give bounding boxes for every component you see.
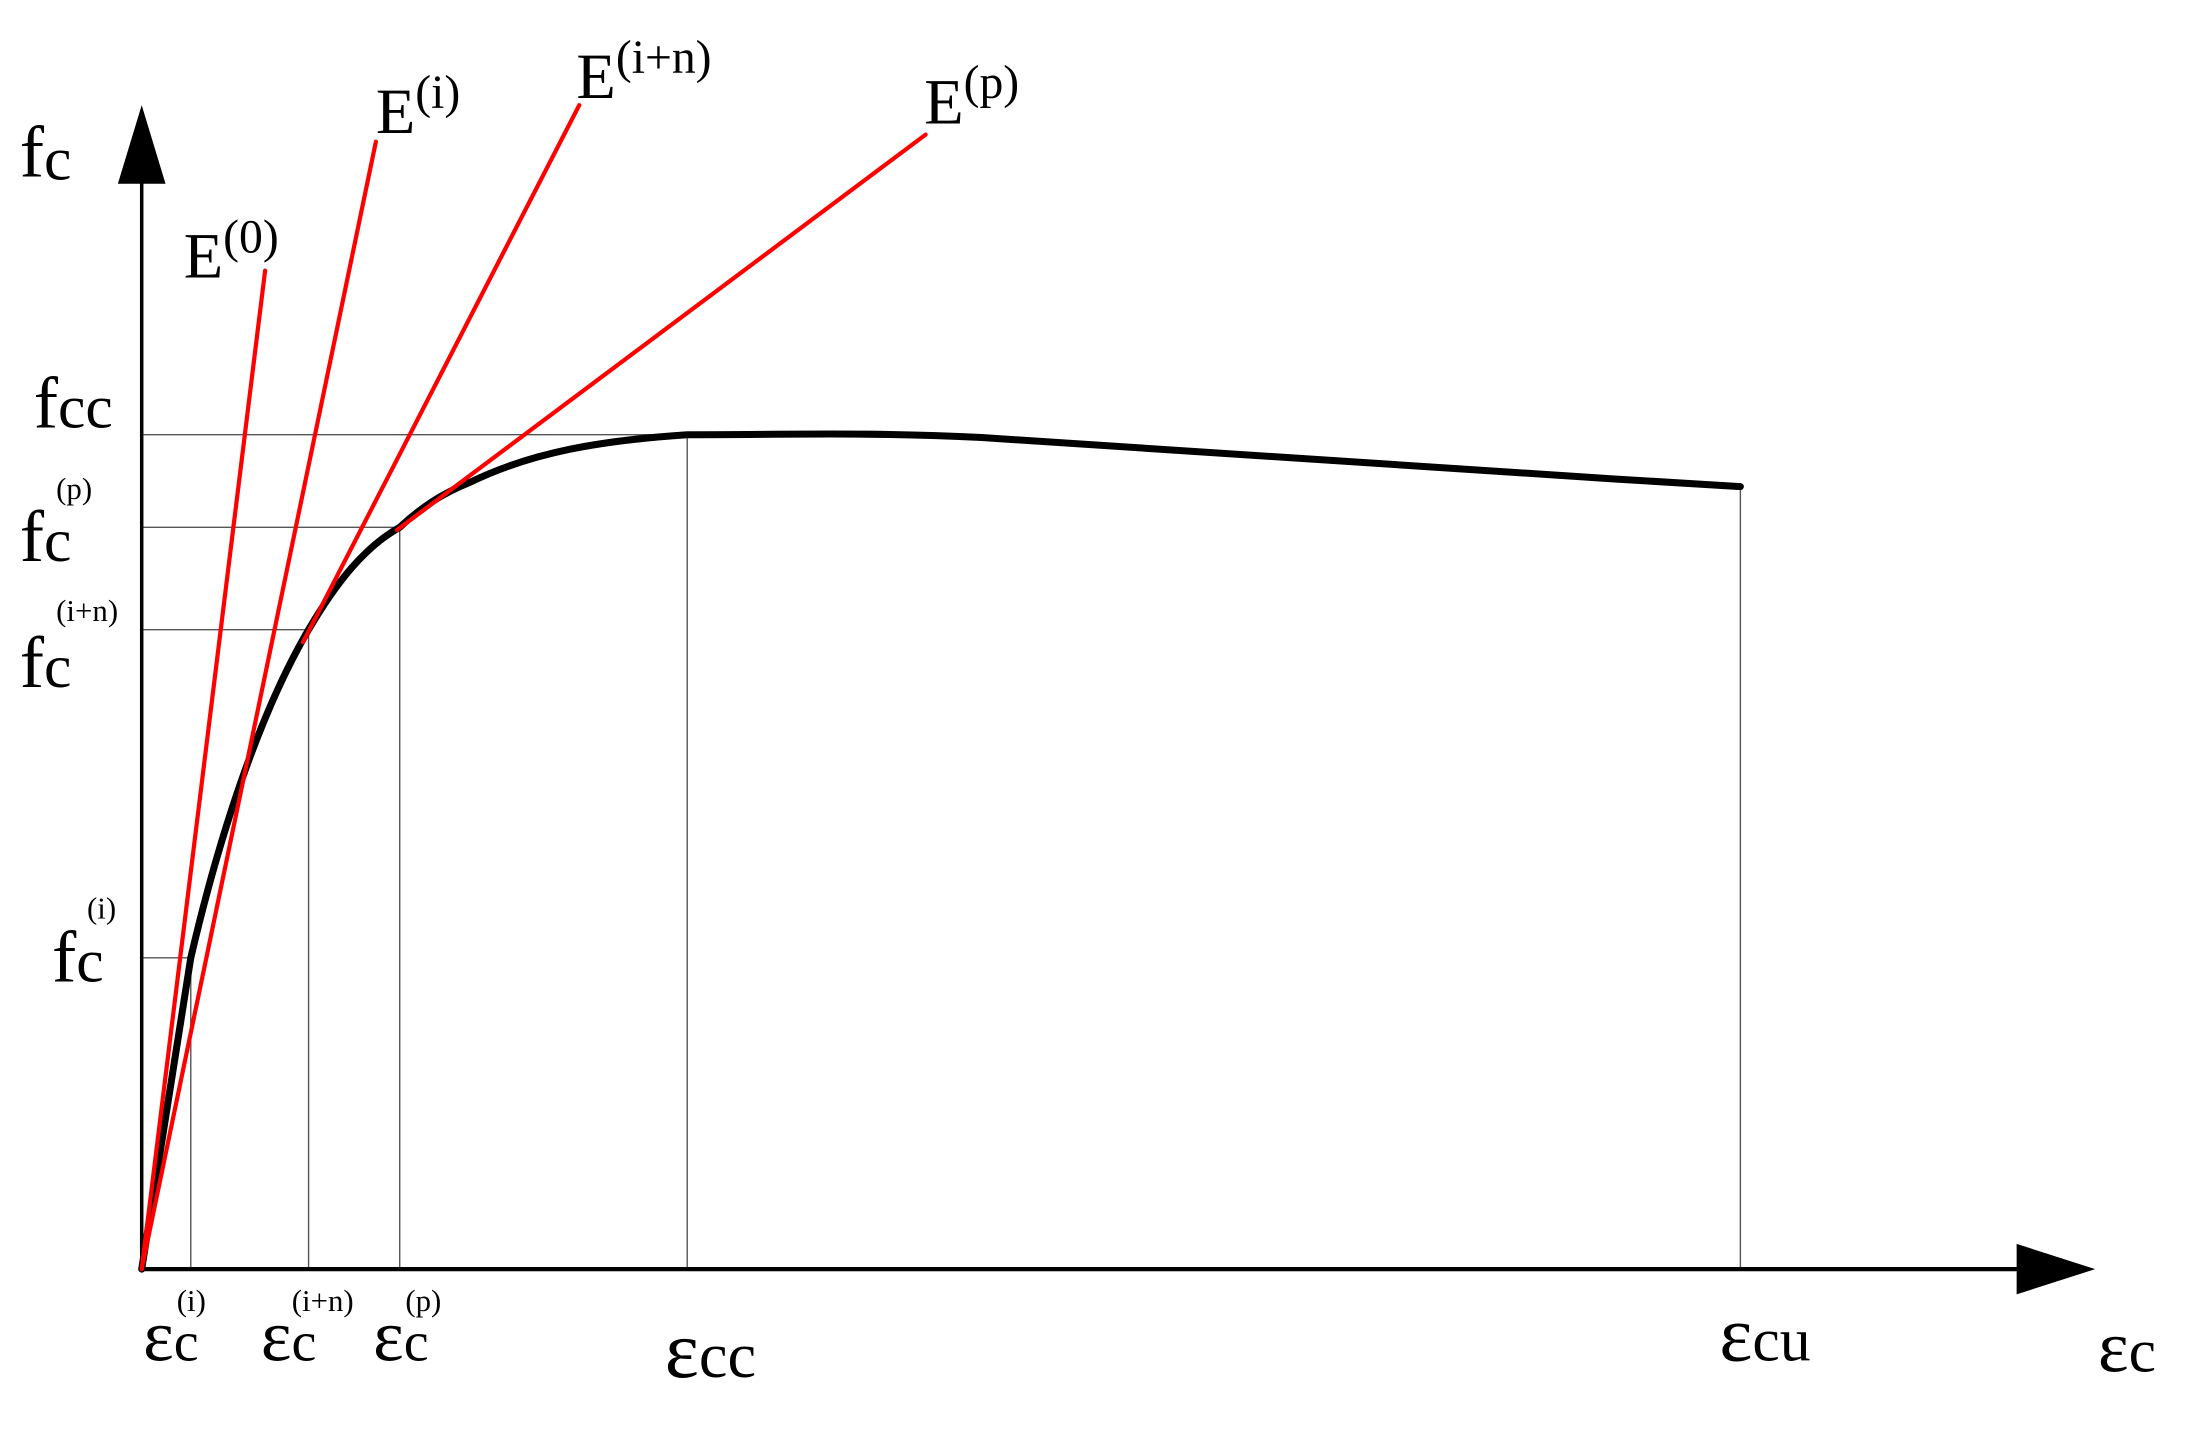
x-axis-arrow-icon [2016,1243,2096,1295]
label-fc-i-sup: (i) [87,892,116,926]
label-eps-cc: εcc [665,1305,756,1395]
tangent-Ei [139,139,378,1272]
label-E0: E(0) [184,211,279,291]
label-fc-i-n: fc [20,622,72,703]
label-eps-i: εc [143,1295,199,1376]
label-Ei-n: E(i+n) [576,32,711,112]
guide-lines [141,434,1742,1270]
label-eps-i-sup: (i) [177,1284,206,1318]
label-fcc: fcc [34,363,113,444]
label-eps-i-n-sup: (i+n) [292,1284,354,1318]
x-axis-label: εc [2098,1306,2156,1387]
label-eps-cu: εcu [1719,1290,1810,1377]
label-Ei: E(i) [376,67,460,147]
label-Ep: E(p) [924,57,1019,137]
tangent-Ep [394,132,928,533]
tangent-Ei-n [300,103,582,645]
y-axis-arrow-icon [117,105,166,184]
label-eps-p: εc [373,1295,429,1376]
label-eps-p-sup: (p) [405,1284,441,1318]
tangent-E0 [139,268,268,1272]
y-axis-label: fc [20,112,72,194]
label-fc-p: fc [20,496,72,577]
label-fc-i: fc [52,917,104,998]
tangent-lines [139,103,928,1272]
stress-strain-curve [138,430,1744,1273]
label-fc-p-sup: (p) [56,472,92,506]
label-fc-i-n-sup: (i+n) [56,594,118,628]
label-eps-i-n: εc [261,1295,317,1376]
